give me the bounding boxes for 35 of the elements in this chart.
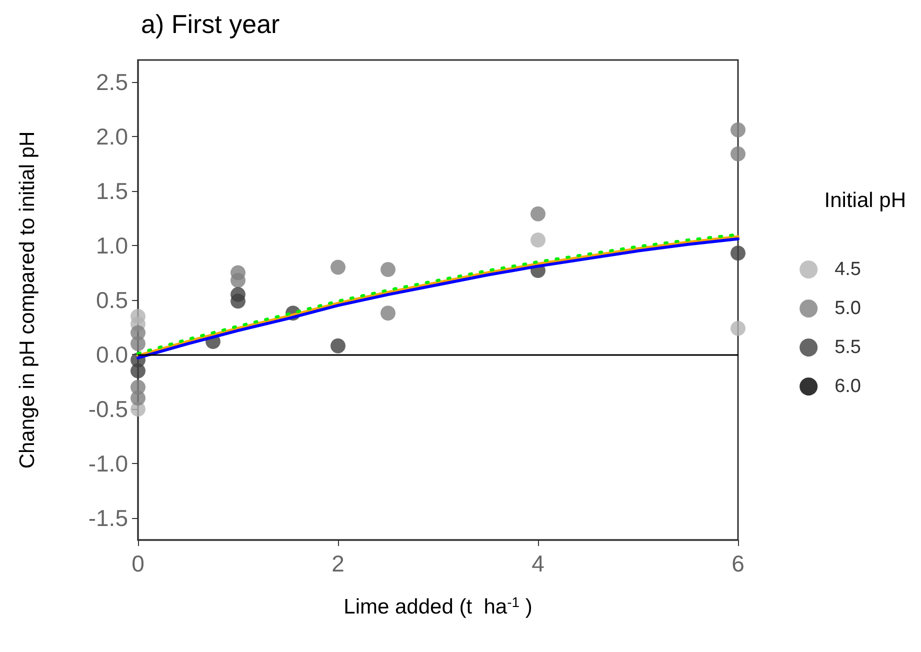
point <box>380 262 396 277</box>
y-axis-title: Change in pH compared to initial pH <box>16 131 39 469</box>
legend-label: 5.0 <box>834 298 862 319</box>
chart-title: a) First year <box>141 9 280 39</box>
point <box>380 306 396 321</box>
point <box>730 246 746 261</box>
legend-label: 6.0 <box>834 376 862 397</box>
point <box>230 272 246 288</box>
point <box>730 122 746 138</box>
y-tick-label: 0.0 <box>96 342 128 368</box>
point <box>130 390 146 406</box>
x-tick-label: 0 <box>132 550 144 576</box>
point <box>530 232 546 248</box>
point <box>330 260 346 275</box>
y-tick-label: 2.0 <box>96 123 128 150</box>
legend-label: 5.5 <box>834 337 862 358</box>
point <box>730 146 746 162</box>
y-tick-label: 2.5 <box>96 68 128 95</box>
x-tick-label: 4 <box>532 550 545 576</box>
y-tick-label: 1.0 <box>96 232 128 258</box>
y-tick-label: 0.5 <box>96 287 128 313</box>
legend-label: 4.5 <box>834 259 862 280</box>
point <box>330 338 346 354</box>
x-tick-label: 6 <box>732 550 744 576</box>
point <box>130 363 146 378</box>
legend-title: Initial pH <box>824 189 906 212</box>
y-tick-label: -1.0 <box>88 450 128 477</box>
point <box>530 206 546 222</box>
x-tick-label: 2 <box>332 550 344 576</box>
y-tick-label: -1.5 <box>88 505 128 532</box>
point <box>730 320 746 336</box>
y-tick-label: 1.5 <box>96 178 128 204</box>
point <box>230 294 246 309</box>
point <box>130 336 146 352</box>
y-tick-label: -0.5 <box>88 396 128 422</box>
